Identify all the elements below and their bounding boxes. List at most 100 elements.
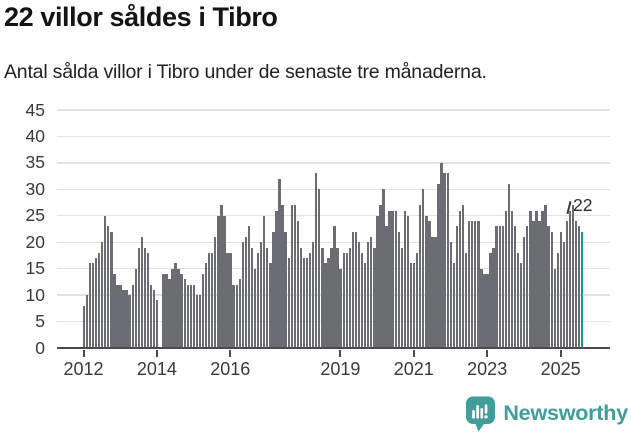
bar bbox=[315, 173, 318, 348]
gridline bbox=[57, 109, 610, 111]
bar bbox=[155, 300, 159, 348]
x-tick-label: 2023 bbox=[467, 359, 508, 379]
bar bbox=[526, 226, 529, 348]
bar bbox=[296, 221, 300, 348]
x-tick-mark bbox=[82, 350, 85, 357]
bar bbox=[88, 263, 92, 348]
y-tick-label: 45 bbox=[25, 99, 45, 120]
x-tick-mark bbox=[486, 350, 489, 357]
bar bbox=[382, 189, 385, 348]
bar bbox=[428, 221, 431, 348]
bar bbox=[562, 242, 566, 348]
y-tick-label: 0 bbox=[35, 337, 45, 358]
bar bbox=[311, 242, 315, 348]
bar bbox=[379, 205, 382, 348]
bar bbox=[474, 221, 477, 348]
bar bbox=[149, 284, 153, 348]
bar bbox=[119, 284, 122, 348]
bar bbox=[400, 247, 404, 348]
bar bbox=[388, 210, 391, 348]
bar bbox=[443, 173, 446, 348]
bar bbox=[357, 242, 361, 348]
y-tick-label: 5 bbox=[35, 310, 45, 331]
bar bbox=[360, 252, 364, 348]
bar bbox=[529, 210, 532, 348]
bar bbox=[565, 221, 569, 348]
bar bbox=[247, 226, 251, 348]
bar bbox=[107, 226, 110, 348]
bar bbox=[226, 252, 229, 348]
bar bbox=[174, 263, 177, 348]
bar bbox=[256, 252, 260, 348]
bar bbox=[574, 221, 578, 348]
x-tick-label: 2014 bbox=[136, 359, 177, 379]
bar bbox=[376, 215, 379, 348]
bar bbox=[85, 295, 89, 348]
bar bbox=[351, 231, 355, 348]
bar bbox=[571, 205, 575, 348]
bar bbox=[259, 242, 263, 348]
chart-subtitle: Antal sålda villor i Tibro under de sena… bbox=[4, 61, 487, 83]
bar bbox=[94, 258, 98, 348]
bar bbox=[553, 268, 556, 348]
bar bbox=[192, 284, 196, 348]
bar bbox=[471, 221, 474, 348]
x-tick-mark bbox=[412, 350, 415, 357]
bar bbox=[305, 258, 309, 348]
bar bbox=[220, 205, 223, 348]
bar bbox=[275, 210, 278, 348]
bar bbox=[241, 242, 245, 348]
bar bbox=[290, 205, 293, 348]
bar bbox=[367, 242, 370, 348]
bar bbox=[195, 295, 199, 348]
bar bbox=[336, 247, 339, 348]
bar bbox=[397, 231, 400, 348]
bar bbox=[339, 268, 342, 348]
bar bbox=[504, 210, 508, 348]
bar bbox=[140, 236, 144, 348]
bar bbox=[214, 236, 217, 348]
bar bbox=[171, 268, 174, 348]
bar bbox=[318, 189, 321, 348]
plot-area: 22 2012 2014 2016 2019 2021 2023 2025 bbox=[57, 109, 610, 378]
bar bbox=[467, 221, 471, 348]
bar bbox=[373, 247, 376, 348]
bar bbox=[327, 258, 330, 348]
bar bbox=[409, 263, 413, 348]
bar bbox=[100, 242, 104, 348]
bar bbox=[207, 252, 211, 348]
bar bbox=[131, 284, 134, 348]
newsworthy-wordmark: Newsworthy bbox=[503, 400, 628, 425]
bar bbox=[559, 231, 563, 348]
bar bbox=[449, 242, 452, 348]
x-tick-label: 2025 bbox=[540, 359, 581, 379]
bar bbox=[333, 226, 336, 348]
bar bbox=[568, 210, 572, 348]
bar bbox=[370, 236, 373, 348]
bar bbox=[324, 263, 327, 348]
bar bbox=[547, 226, 550, 348]
bar bbox=[342, 252, 345, 348]
bar bbox=[363, 263, 367, 348]
bar bbox=[510, 210, 514, 348]
y-tick-label: 20 bbox=[25, 231, 45, 252]
gridline bbox=[57, 215, 610, 217]
highlight-bar bbox=[581, 231, 584, 348]
bar bbox=[345, 252, 348, 348]
bar bbox=[461, 205, 465, 348]
bar bbox=[186, 284, 189, 348]
bar bbox=[455, 226, 459, 348]
bar bbox=[348, 247, 352, 348]
bar bbox=[425, 215, 428, 348]
bar bbox=[204, 263, 208, 348]
bar bbox=[266, 247, 269, 348]
bar bbox=[492, 247, 495, 348]
bar bbox=[434, 236, 437, 348]
bar bbox=[394, 210, 397, 348]
bar bbox=[519, 263, 523, 348]
bar bbox=[284, 231, 287, 348]
bar bbox=[223, 215, 226, 348]
annotation-value-label: 22 bbox=[573, 195, 593, 215]
bar bbox=[513, 226, 517, 348]
x-tick-mark bbox=[559, 350, 562, 357]
